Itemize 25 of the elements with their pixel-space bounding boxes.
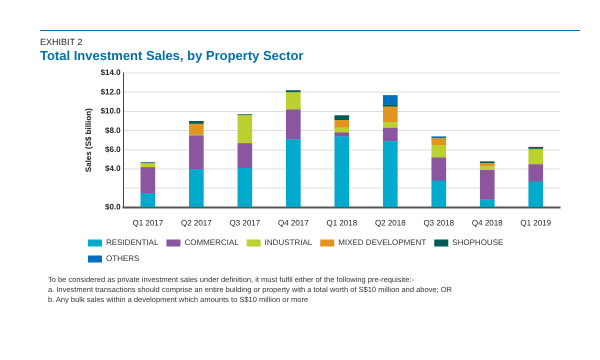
y-tick-label: $14.0 [100, 68, 122, 78]
x-tick-label: Q1 2018 [326, 218, 358, 228]
y-tick-label: $0.0 [105, 202, 122, 212]
y-axis-title: Sales (S$ billion) [84, 108, 94, 172]
x-tick-label: Q4 2018 [472, 218, 504, 228]
x-tick-label: Q1 2019 [520, 218, 552, 228]
x-tick-label: Q3 2018 [423, 218, 455, 228]
chart-title: Total Investment Sales, by Property Sector [40, 48, 304, 63]
y-tick-label: $12.0 [100, 87, 122, 96]
legend-label: RESIDENTIAL [106, 238, 160, 248]
legend-label: SHOPHOUSE [452, 238, 504, 248]
x-tick-label: Q4 2017 [278, 218, 310, 228]
y-tick-label: $10.0 [100, 106, 122, 116]
legend-label: COMMERCIAL [184, 238, 240, 248]
legend-label: INDUSTRIAL [264, 238, 313, 248]
legend-label: MIXED DEVELOPMENT [338, 238, 426, 248]
y-tick-label: $8.0 [105, 126, 122, 135]
x-tick-label: Q3 2017 [229, 218, 261, 228]
chart-subtitle: EXHIBIT 2 [40, 30, 580, 47]
y-tick-label: $6.0 [105, 145, 122, 154]
x-tick-label: Q1 2017 [132, 218, 164, 228]
x-tick-label: Q2 2017 [181, 218, 212, 228]
x-tick-label: Q2 2018 [374, 218, 406, 228]
legend-label: OTHERS [106, 254, 140, 264]
y-tick-label: $4.0 [105, 164, 122, 174]
